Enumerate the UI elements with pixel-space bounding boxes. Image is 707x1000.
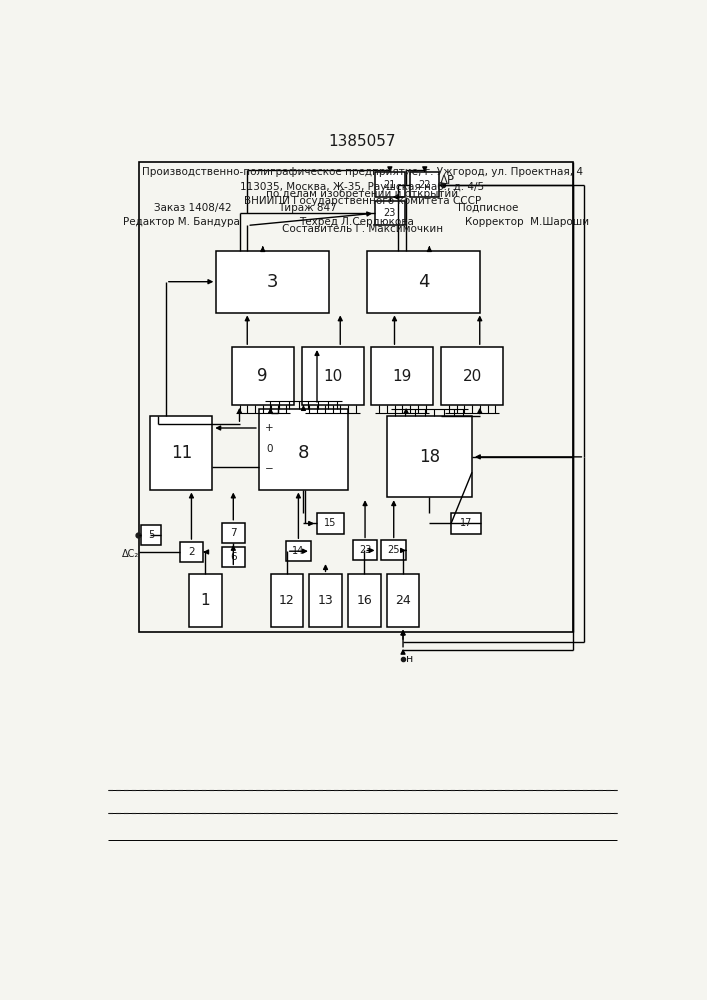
Text: 4: 4 bbox=[418, 273, 429, 291]
Text: 12: 12 bbox=[279, 594, 295, 607]
Bar bbox=[216, 251, 329, 312]
Text: 5: 5 bbox=[148, 530, 154, 540]
Text: по делам изобретений и открытий: по делам изобретений и открытий bbox=[267, 189, 458, 199]
Text: Производственно-полиграфическое предприятие, г. Ужгород, ул. Проектная, 4: Производственно-полиграфическое предприя… bbox=[142, 167, 583, 177]
Text: 18: 18 bbox=[419, 448, 440, 466]
Bar bbox=[286, 541, 311, 561]
Text: Редактор М. Бандура: Редактор М. Бандура bbox=[123, 217, 240, 227]
Bar bbox=[189, 574, 222, 627]
Text: Корректор  М.Шароши: Корректор М.Шароши bbox=[464, 217, 589, 227]
Text: н: н bbox=[406, 654, 413, 664]
Text: 7: 7 bbox=[230, 528, 237, 538]
Bar bbox=[348, 574, 380, 627]
Text: ΔP: ΔP bbox=[440, 174, 455, 187]
Text: 14: 14 bbox=[292, 546, 305, 556]
Bar bbox=[381, 540, 406, 560]
Bar bbox=[259, 409, 348, 490]
Text: Составитель Г. Максимочкин: Составитель Г. Максимочкин bbox=[282, 224, 443, 234]
Text: 113035, Москва, Ж-35, Раушская наб., д. 4/5: 113035, Москва, Ж-35, Раушская наб., д. … bbox=[240, 182, 484, 192]
Text: 1: 1 bbox=[201, 593, 210, 608]
Text: 23: 23 bbox=[384, 208, 396, 218]
Bar bbox=[180, 542, 203, 562]
Text: 25: 25 bbox=[387, 545, 400, 555]
Bar bbox=[222, 523, 245, 543]
Bar bbox=[141, 525, 161, 545]
Text: Техред Л.Сердюкова: Техред Л.Сердюкова bbox=[300, 217, 414, 227]
Bar bbox=[301, 347, 363, 405]
Text: 24: 24 bbox=[395, 594, 411, 607]
Text: ВНИИПИ Государственного комитета СССР: ВНИИПИ Государственного комитета СССР bbox=[244, 196, 481, 206]
Text: 19: 19 bbox=[392, 369, 412, 384]
Text: −: − bbox=[265, 464, 274, 474]
Text: +: + bbox=[265, 423, 274, 433]
Text: 20: 20 bbox=[462, 369, 481, 384]
Text: Тираж 847: Тираж 847 bbox=[278, 203, 337, 213]
Bar bbox=[375, 201, 404, 225]
Text: 17: 17 bbox=[460, 518, 472, 528]
Text: 13: 13 bbox=[317, 594, 334, 607]
Bar bbox=[387, 574, 419, 627]
Text: 16: 16 bbox=[356, 594, 372, 607]
Text: Заказ 1408/42: Заказ 1408/42 bbox=[154, 203, 232, 213]
Text: 1385057: 1385057 bbox=[328, 134, 396, 149]
Bar bbox=[317, 513, 344, 534]
Text: 21: 21 bbox=[384, 180, 396, 190]
Bar bbox=[371, 347, 433, 405]
Text: 3: 3 bbox=[267, 273, 278, 291]
Bar bbox=[375, 172, 404, 197]
Text: 2: 2 bbox=[188, 547, 194, 557]
Text: 23: 23 bbox=[359, 545, 371, 555]
Bar bbox=[387, 416, 472, 497]
Bar bbox=[410, 172, 440, 197]
Bar bbox=[222, 547, 245, 567]
Bar bbox=[271, 574, 303, 627]
Text: 9: 9 bbox=[257, 367, 268, 385]
Text: 10: 10 bbox=[323, 369, 342, 384]
Bar bbox=[353, 540, 378, 560]
Bar bbox=[232, 347, 293, 405]
Text: Подписное: Подписное bbox=[458, 203, 518, 213]
Text: 22: 22 bbox=[419, 180, 431, 190]
Text: 8: 8 bbox=[298, 444, 309, 462]
Text: 0: 0 bbox=[267, 444, 273, 454]
Bar bbox=[309, 574, 341, 627]
Bar bbox=[151, 416, 212, 490]
Bar bbox=[368, 251, 480, 312]
Bar bbox=[139, 162, 573, 632]
Text: 6: 6 bbox=[230, 552, 237, 562]
Text: 11: 11 bbox=[171, 444, 192, 462]
Text: 15: 15 bbox=[325, 518, 337, 528]
Text: ΔC₂: ΔC₂ bbox=[122, 549, 139, 559]
Bar bbox=[441, 347, 503, 405]
Bar bbox=[451, 513, 481, 534]
